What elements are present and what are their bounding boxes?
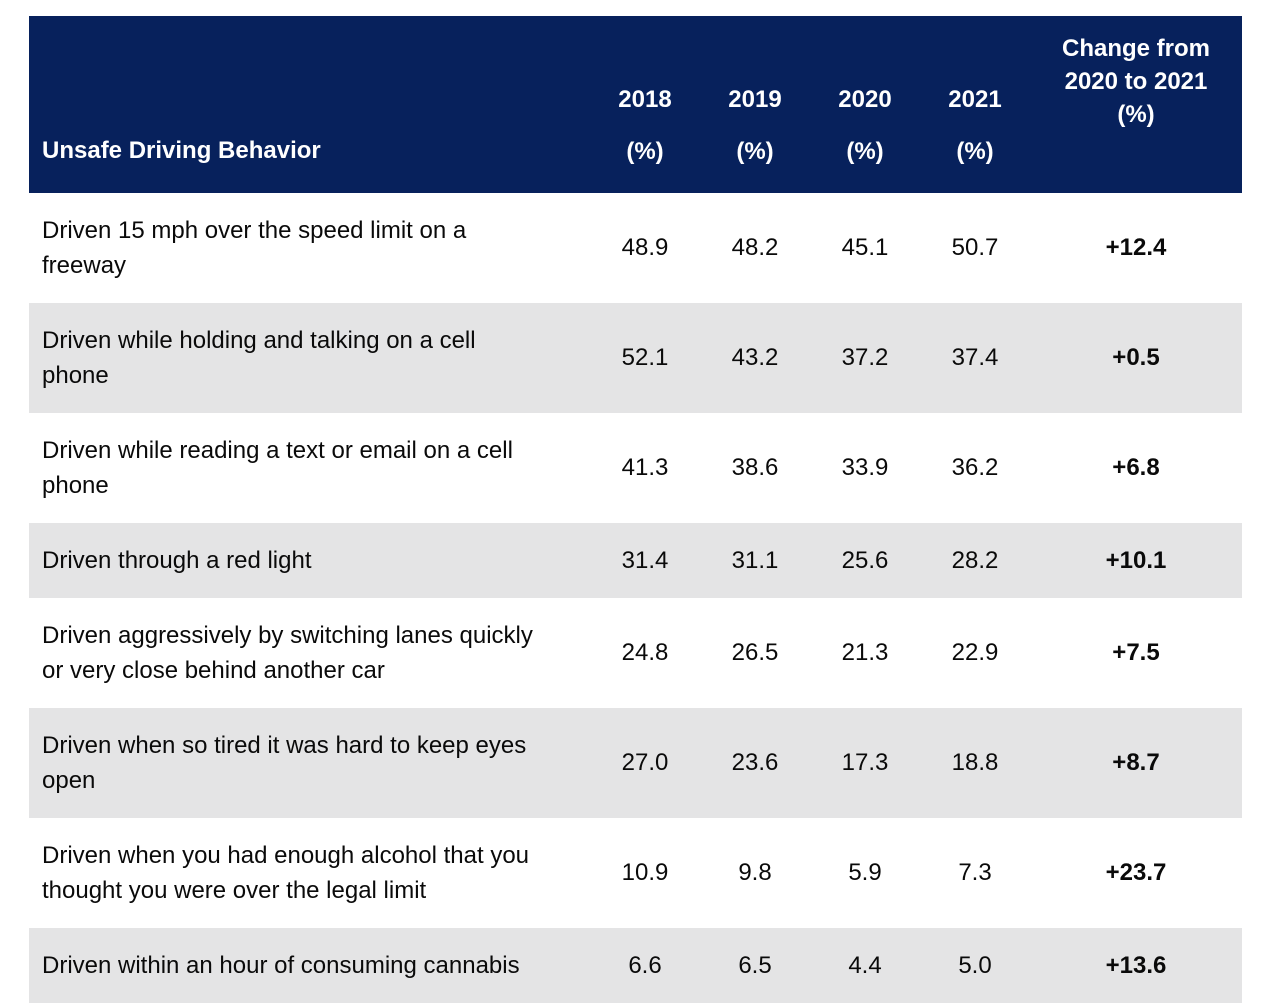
year-column-header-2020: 2020 (%) [810, 16, 920, 193]
change-header-line2: 2020 to 2021 [1064, 68, 1208, 95]
value-cell-2018: 10.9 [621, 859, 669, 886]
value-cell-2020: 21.3 [841, 639, 889, 666]
behavior-column-header: Unsafe Driving Behavior [29, 16, 590, 193]
change-cell: +10.1 [1105, 546, 1167, 574]
behavior-column-header-label: Unsafe Driving Behavior [42, 137, 321, 164]
value-cell-2018: 52.1 [621, 344, 669, 371]
value-cell-2021: 5.0 [958, 951, 992, 979]
change-cell: +0.5 [1112, 344, 1160, 371]
value-cell-2019: 9.8 [738, 859, 772, 886]
value-cell-2020: 4.4 [848, 951, 882, 979]
year-label: 2021 [948, 86, 1002, 113]
value-cell-2020: 25.6 [841, 546, 889, 574]
value-cell-2020: 45.1 [841, 234, 889, 261]
change-header-line3: (%) [1117, 101, 1155, 128]
year-label: 2018 [618, 86, 672, 113]
year-unit-label: (%) [846, 138, 884, 165]
value-cell-2018: 24.8 [621, 639, 669, 666]
table-header-row: Unsafe Driving Behavior 2018 (%) 2019 (%… [29, 16, 1242, 193]
behavior-cell: Driven aggressively by switching lanes q… [42, 622, 533, 684]
year-label: 2020 [838, 86, 892, 113]
value-cell-2021: 37.4 [951, 344, 999, 371]
value-cell-2018: 31.4 [621, 546, 669, 574]
change-column-header: Change from 2020 to 2021 (%) [1030, 16, 1242, 193]
table-body: Driven 15 mph over the speed limit on a … [29, 193, 1242, 1003]
change-cell: +6.8 [1112, 454, 1160, 481]
year-column-header-2019: 2019 (%) [700, 16, 810, 193]
value-cell-2019: 48.2 [731, 234, 779, 261]
value-cell-2021: 28.2 [951, 546, 999, 574]
value-cell-2020: 37.2 [841, 344, 889, 371]
year-unit-label: (%) [956, 138, 994, 165]
value-cell-2018: 6.6 [628, 951, 662, 979]
change-header-line1: Change from [1061, 35, 1210, 62]
value-cell-2021: 36.2 [951, 454, 999, 481]
value-cell-2019: 6.5 [738, 951, 772, 979]
value-cell-2021: 18.8 [951, 749, 999, 776]
table-row: Driven 15 mph over the speed limit on a … [29, 193, 1242, 303]
value-cell-2020: 5.9 [848, 859, 882, 886]
value-cell-2020: 33.9 [841, 454, 889, 481]
value-cell-2019: 38.6 [731, 454, 779, 481]
behavior-cell: Driven while holding and talking on a ce… [42, 327, 476, 389]
change-cell: +12.4 [1105, 234, 1167, 261]
value-cell-2021: 7.3 [958, 859, 992, 886]
behavior-cell: Driven within an hour of consuming canna… [42, 952, 520, 979]
behavior-cell: Driven when you had enough alcohol that … [42, 842, 530, 904]
change-cell: +23.7 [1105, 859, 1167, 886]
unsafe-driving-table-container: Unsafe Driving Behavior 2018 (%) 2019 (%… [29, 16, 1242, 1003]
year-column-header-2018: 2018 (%) [590, 16, 700, 193]
value-cell-2021: 22.9 [951, 639, 999, 666]
year-column-header-2021: 2021 (%) [920, 16, 1030, 193]
value-cell-2018: 48.9 [621, 234, 669, 261]
year-label: 2019 [728, 86, 782, 113]
value-cell-2018: 41.3 [621, 454, 669, 481]
value-cell-2020: 17.3 [841, 749, 889, 776]
change-cell: +8.7 [1112, 749, 1160, 776]
behavior-cell: Driven while reading a text or email on … [42, 437, 513, 499]
table-row: Driven aggressively by switching lanes q… [29, 598, 1242, 708]
table-row: Driven through a red light 31.4 31.1 25.… [29, 523, 1242, 598]
year-unit-label: (%) [736, 138, 774, 165]
value-cell-2018: 27.0 [621, 749, 669, 776]
behavior-cell: Driven through a red light [42, 547, 312, 574]
value-cell-2021: 50.7 [951, 234, 999, 261]
table-row: Driven while reading a text or email on … [29, 413, 1242, 523]
table-row: Driven when you had enough alcohol that … [29, 818, 1242, 928]
value-cell-2019: 43.2 [731, 344, 779, 371]
behavior-cell: Driven when so tired it was hard to keep… [42, 732, 527, 794]
unsafe-driving-table: Unsafe Driving Behavior 2018 (%) 2019 (%… [29, 16, 1242, 1003]
behavior-cell: Driven 15 mph over the speed limit on a … [42, 217, 467, 279]
table-row: Driven within an hour of consuming canna… [29, 928, 1242, 1003]
change-cell: +7.5 [1112, 639, 1160, 666]
table-header: Unsafe Driving Behavior 2018 (%) 2019 (%… [29, 16, 1242, 193]
year-unit-label: (%) [626, 138, 664, 165]
change-cell: +13.6 [1105, 951, 1167, 979]
table-row: Driven while holding and talking on a ce… [29, 303, 1242, 413]
value-cell-2019: 23.6 [731, 749, 779, 776]
value-cell-2019: 26.5 [731, 639, 779, 666]
value-cell-2019: 31.1 [731, 546, 779, 574]
table-row: Driven when so tired it was hard to keep… [29, 708, 1242, 818]
